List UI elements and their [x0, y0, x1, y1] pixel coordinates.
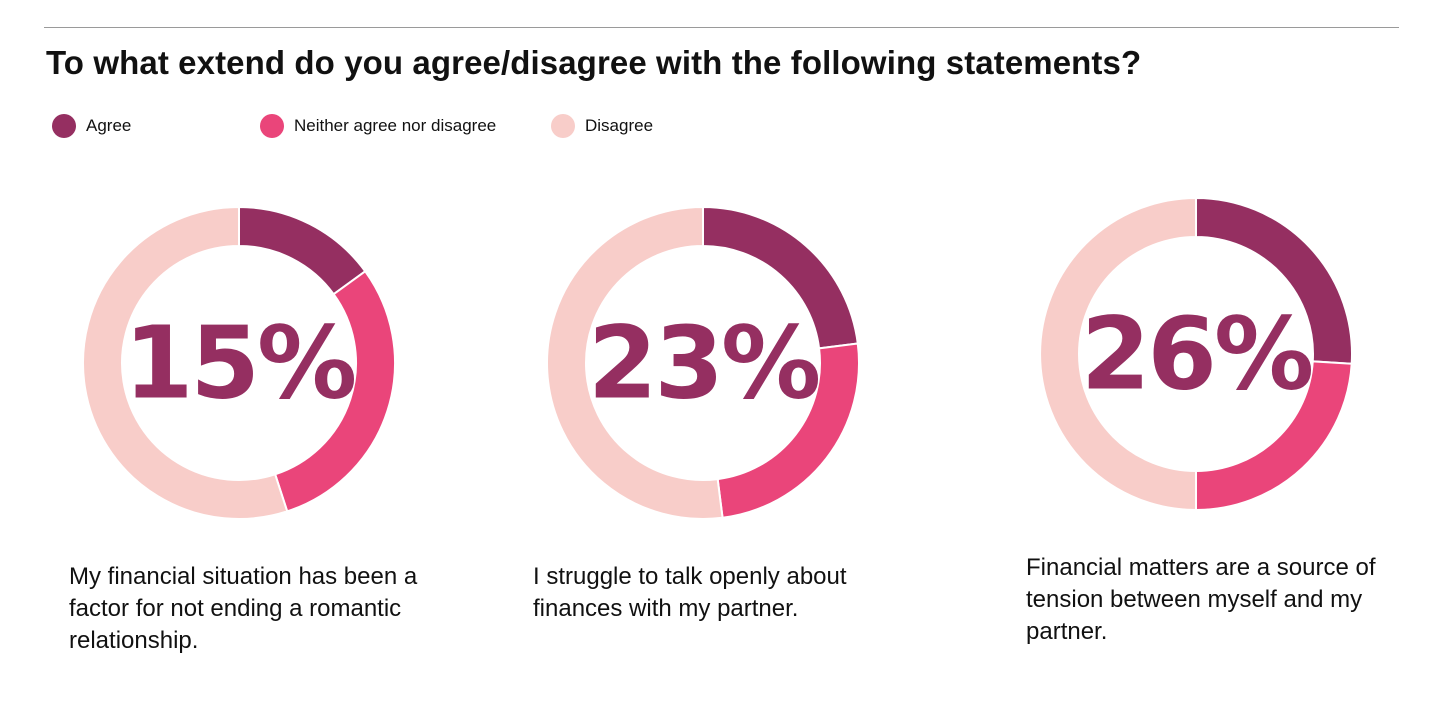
donut-2-center-label: 23%: [588, 305, 819, 422]
donut-3-segment-disagree: [1039, 196, 1197, 512]
legend-label-disagree: Disagree: [585, 116, 654, 135]
donut-chart-3: 26%: [1039, 196, 1353, 512]
legend-item-agree: Agree: [52, 114, 131, 138]
chart-title: To what extend do you agree/disagree wit…: [46, 44, 1142, 81]
donut-chart-1: 15%: [82, 205, 396, 520]
donut-2-statement: I struggle to talk openly about finances…: [533, 563, 847, 622]
legend-label-agree: Agree: [86, 116, 132, 135]
donut-3-center-label: 26%: [1081, 296, 1312, 413]
donut-1-segment-agree: [238, 205, 367, 296]
legend-swatch-neither: [260, 114, 284, 138]
legend-item-neither: Neither agree nor disagree: [260, 114, 496, 138]
donut-1-segment-disagree: [82, 205, 289, 520]
legend-label-neither: Neither agree nor disagree: [294, 116, 497, 135]
legend-item-disagree: Disagree: [551, 114, 653, 138]
donut-1-statement: My financial situation has been a factor…: [69, 563, 418, 654]
top-divider: [44, 27, 1399, 28]
legend-swatch-agree: [52, 114, 76, 138]
donut-3-statement: Financial matters are a source of tensio…: [1026, 554, 1376, 645]
donut-2-segment-disagree: [546, 205, 724, 520]
legend-swatch-disagree: [551, 114, 575, 138]
donut-chart-2: 23%: [546, 205, 860, 520]
donut-1-center-label: 15%: [124, 305, 355, 422]
